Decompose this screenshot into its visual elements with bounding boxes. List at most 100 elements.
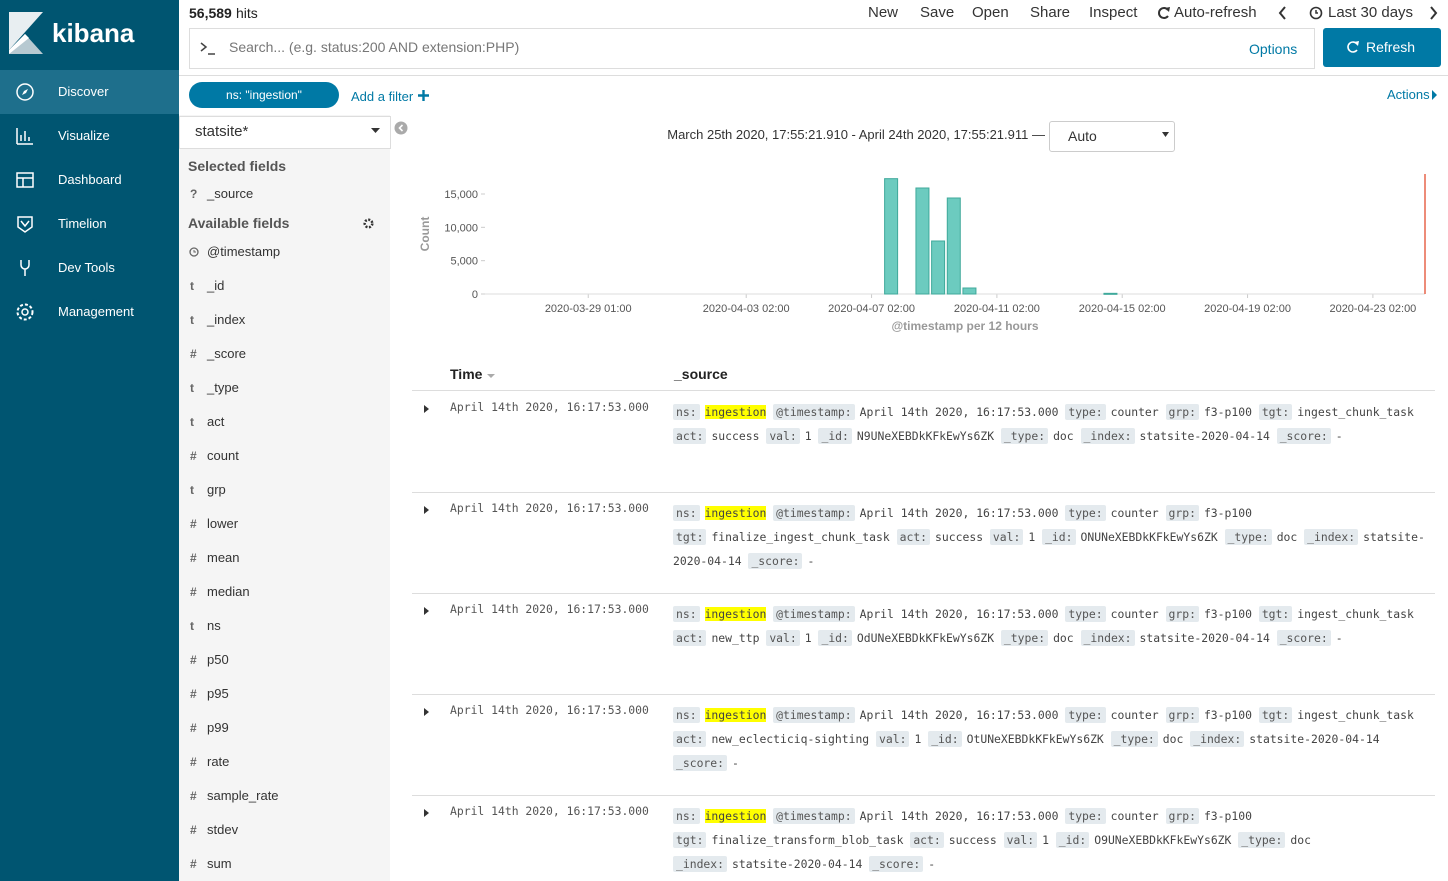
menu-item[interactable]: Auto-refresh [1174,4,1257,21]
field-name[interactable]: _score [207,346,247,361]
nav-label: Dev Tools [58,260,115,275]
field-value: counter [1110,405,1159,419]
menu-item[interactable]: Share [1030,4,1071,21]
field-key: _index: [1304,529,1359,545]
field-name[interactable]: _id [207,278,225,293]
field-value: April 14th 2020, 16:17:53.000 [859,708,1059,722]
field-name[interactable]: stdev [207,822,239,837]
nav-item[interactable]: Discover [0,70,179,114]
nav-item[interactable]: Visualize [0,114,179,158]
nav-item[interactable]: Timelion [0,202,179,246]
bar [931,240,946,295]
expand-toggle[interactable] [424,405,430,413]
nav-item[interactable]: Dashboard [0,158,179,202]
field-key: val: [1003,832,1038,848]
field-key: _id: [818,428,852,444]
available-title: Available fields [188,215,290,231]
field-name[interactable]: _index [207,312,246,327]
menu-item[interactable]: Save [920,4,955,21]
field-type: # [190,789,197,803]
field-name[interactable]: _source [207,186,254,201]
y-tick-label: 15,000 [444,189,478,201]
field-key: _type: [1000,428,1049,444]
field-name[interactable]: lower [207,516,239,531]
field-value: N9UNeXEBDkKFkEwYs6ZK [856,429,995,443]
field-value: f3-p100 [1203,708,1252,722]
field-key: tgt: [673,529,707,545]
field-key: _type: [1224,529,1272,545]
field-key: val: [989,529,1024,545]
hits-count: 56,589 [189,5,232,21]
selected-title: Selected fields [188,158,287,174]
expand-toggle[interactable] [424,708,430,716]
field-key: act: [910,832,944,848]
field-type: ? [190,187,198,201]
field-key: _id: [1042,529,1076,545]
field-name[interactable]: count [207,448,239,463]
options-link[interactable]: Options [1249,41,1298,57]
collapse-button[interactable] [394,121,408,135]
add-filter[interactable]: Add a filter [351,89,414,104]
field-value: 1 [804,429,812,443]
field-name[interactable]: p50 [207,652,229,667]
x-tick-label: 2020-04-15 02:00 [1079,303,1166,315]
gear-icon[interactable] [363,218,374,229]
side-nav: kibana Discover Visualize Dashboard Timelio… [0,0,179,881]
field-name[interactable]: grp [207,482,226,497]
search-bar[interactable] [189,28,1315,69]
row-source: ns: ingestion @timestamp: April 14th 2020,… [673,804,1435,876]
next-button[interactable] [1427,5,1439,21]
field-name[interactable]: act [207,414,225,429]
index-select[interactable] [179,116,391,149]
time-picker[interactable]: Last 30 days [1328,4,1414,21]
refresh-button[interactable] [1323,28,1441,67]
field-name[interactable]: sample_rate [207,788,279,803]
field-key: grp: [1165,808,1199,824]
field-value: doc [1053,429,1074,443]
expand-toggle[interactable] [424,809,430,817]
menu-item[interactable]: Open [972,4,1009,21]
menu-item[interactable]: Inspect [1089,4,1138,21]
field-name[interactable]: @timestamp [207,244,281,259]
menu-item[interactable]: New [868,4,899,21]
field-name[interactable]: _type [207,380,239,395]
row-time: April 14th 2020, 16:17:53.000 [450,602,649,616]
prev-button[interactable] [1277,5,1289,21]
expand-toggle[interactable] [424,607,430,615]
field-key: grp: [1165,404,1199,420]
field-key: act: [673,630,707,646]
actions-link[interactable]: Actions [1387,87,1430,102]
field-key: type: [1065,606,1106,622]
field-key: @timestamp: [773,606,855,622]
field-name[interactable]: mean [207,550,240,565]
field-name[interactable]: median [207,584,250,599]
refresh-button-icon [1347,41,1359,53]
expand-toggle[interactable] [424,506,430,514]
field-type: # [190,687,197,701]
field-value: ingestion [704,405,767,419]
logo-icon [9,12,43,54]
nav-item[interactable]: Dev Tools [0,246,179,290]
field-value: April 14th 2020, 16:17:53.000 [859,506,1059,520]
field-name[interactable]: sum [207,856,232,871]
field-type: # [190,755,197,769]
row-source: ns: ingestion @timestamp: April 14th 2020,… [673,602,1435,650]
column-header[interactable]: Time [450,366,483,382]
interval-select[interactable] [1049,121,1175,152]
field-name[interactable]: p95 [207,686,229,701]
field-type: t [190,313,194,327]
field-name[interactable]: rate [207,754,230,769]
sort-icon[interactable] [487,374,496,380]
row-source: ns: ingestion @timestamp: April 14th 2020,… [673,501,1435,573]
nav-icon [20,260,30,276]
field-type: # [190,449,197,463]
filter-pill[interactable]: ns: "ingestion" [189,82,339,108]
field-value: success [935,530,984,544]
field-value: statsite-2020-04-14 [732,857,863,871]
field-name[interactable]: p99 [207,720,229,735]
y-axis-title: Count [418,217,432,252]
nav-item[interactable]: Management [0,290,179,334]
field-key: @timestamp: [773,404,855,420]
field-name[interactable]: ns [207,618,221,633]
